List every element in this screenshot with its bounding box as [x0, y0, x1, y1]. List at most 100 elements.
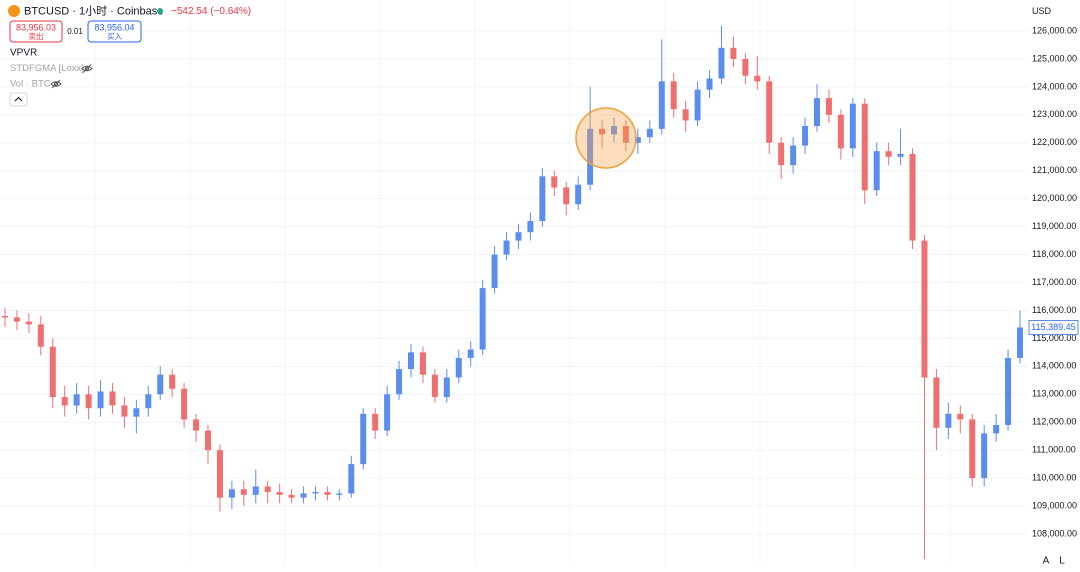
buy-button[interactable] [87, 20, 142, 43]
candle-body [228, 489, 235, 498]
sell-button[interactable] [9, 20, 63, 43]
candle-body [527, 221, 534, 233]
candle-body [646, 128, 653, 138]
axis-currency[interactable]: USD [1032, 6, 1052, 16]
candle-body [682, 109, 689, 121]
y-tick-label: 121,000.00 [1032, 165, 1077, 175]
candle-body [312, 492, 319, 494]
candle-body [252, 486, 259, 495]
candle-body [563, 187, 570, 205]
candle-body [348, 464, 355, 494]
candle-body [611, 126, 617, 135]
candle-body [837, 114, 844, 149]
indicator[interactable]: VPVR [10, 48, 37, 59]
candle-body [933, 377, 940, 428]
y-tick-label: 120,000.00 [1032, 193, 1077, 203]
candle-body [431, 374, 438, 398]
highlight-circle [575, 107, 637, 169]
y-tick-label: 124,000.00 [1032, 81, 1077, 91]
price-change: −542.54 (−0.64%) [171, 6, 251, 17]
y-tick-label: 111,000.00 [1032, 445, 1076, 455]
candle-body [885, 151, 892, 157]
candle-body [2, 316, 8, 318]
eye-icon[interactable] [50, 79, 62, 89]
candle-body [539, 176, 546, 222]
current-price-label: 115,389.45 [1031, 322, 1075, 332]
auto-button[interactable]: A [1043, 556, 1050, 567]
candle-body [969, 419, 976, 479]
candle-body [37, 324, 44, 347]
y-tick-label: 115,000.00 [1032, 333, 1076, 343]
candle-body [419, 352, 426, 375]
buy-price: 83,956.04 [94, 22, 134, 32]
candle-body [825, 98, 832, 115]
y-tick-label: 116,000.00 [1032, 305, 1076, 315]
candle-body [1005, 357, 1012, 426]
candle-body [157, 374, 164, 395]
candle-body [25, 321, 32, 325]
candle-body [216, 450, 223, 498]
candle-body [169, 374, 176, 389]
candle-body [587, 128, 594, 185]
candle-body [276, 492, 283, 495]
candle-body [396, 369, 403, 395]
buy-label: 买入 [107, 32, 122, 41]
y-tick-label: 110,000.00 [1032, 472, 1076, 482]
y-tick-label: 109,000.00 [1032, 500, 1077, 510]
candle-body [300, 493, 307, 498]
candles [2, 25, 1023, 560]
candle-body [921, 240, 928, 378]
indicator[interactable]: STDFGMA [Loxx] [10, 63, 84, 74]
candle-body [754, 75, 761, 82]
candle-body [790, 145, 797, 166]
sell-label: 卖出 [29, 31, 44, 41]
current-price-box [1028, 320, 1079, 336]
eye-icon[interactable] [81, 64, 93, 73]
candle-body [706, 78, 713, 90]
candle-body [551, 176, 558, 188]
candle-body [993, 425, 1000, 434]
candle-body [814, 98, 820, 127]
candle-body [622, 126, 629, 143]
candle-body [778, 142, 785, 166]
indicator[interactable]: Vol · BTC [10, 79, 51, 90]
candle-body [240, 489, 247, 495]
y-tick-label: 112,000.00 [1032, 417, 1076, 427]
candle-body [945, 413, 952, 428]
candle-body [575, 184, 582, 205]
y-tick-label: 123,000.00 [1032, 109, 1077, 119]
candle-body [97, 391, 104, 409]
symbol[interactable]: BTCUSD · 1小时 · Coinbase [24, 4, 163, 17]
candle-body [443, 377, 450, 398]
status-dot [157, 8, 163, 14]
y-tick-label: 125,000.00 [1032, 53, 1077, 63]
candle-body [873, 151, 880, 191]
candle-body [336, 493, 343, 495]
candle-body [515, 232, 522, 241]
candle-body [85, 394, 92, 409]
candle-body [109, 391, 116, 406]
candle-body [121, 405, 128, 417]
spread: 0.01 [67, 27, 83, 36]
grid [0, 0, 1028, 565]
candle-body [372, 413, 379, 431]
y-tick-label: 117,000.00 [1032, 277, 1076, 287]
candle-body [133, 408, 140, 417]
candle-body [1017, 327, 1023, 358]
y-tick-label: 122,000.00 [1032, 137, 1077, 147]
candle-body [193, 419, 200, 431]
candle-body [981, 433, 988, 479]
price-axis: 108,000.00 109,000.00 110,000.00 111,000.00… [1028, 25, 1079, 538]
log-button[interactable]: L [1059, 556, 1065, 567]
y-tick-label: 108,000.00 [1032, 528, 1077, 538]
candle-body [205, 430, 211, 451]
collapse-button[interactable] [9, 92, 28, 107]
candle-body [479, 288, 486, 350]
candle-body [288, 494, 295, 498]
candle-body [360, 413, 367, 465]
candle-body [634, 137, 641, 143]
y-tick-label: 113,000.00 [1032, 389, 1076, 399]
candle-body [491, 254, 498, 289]
